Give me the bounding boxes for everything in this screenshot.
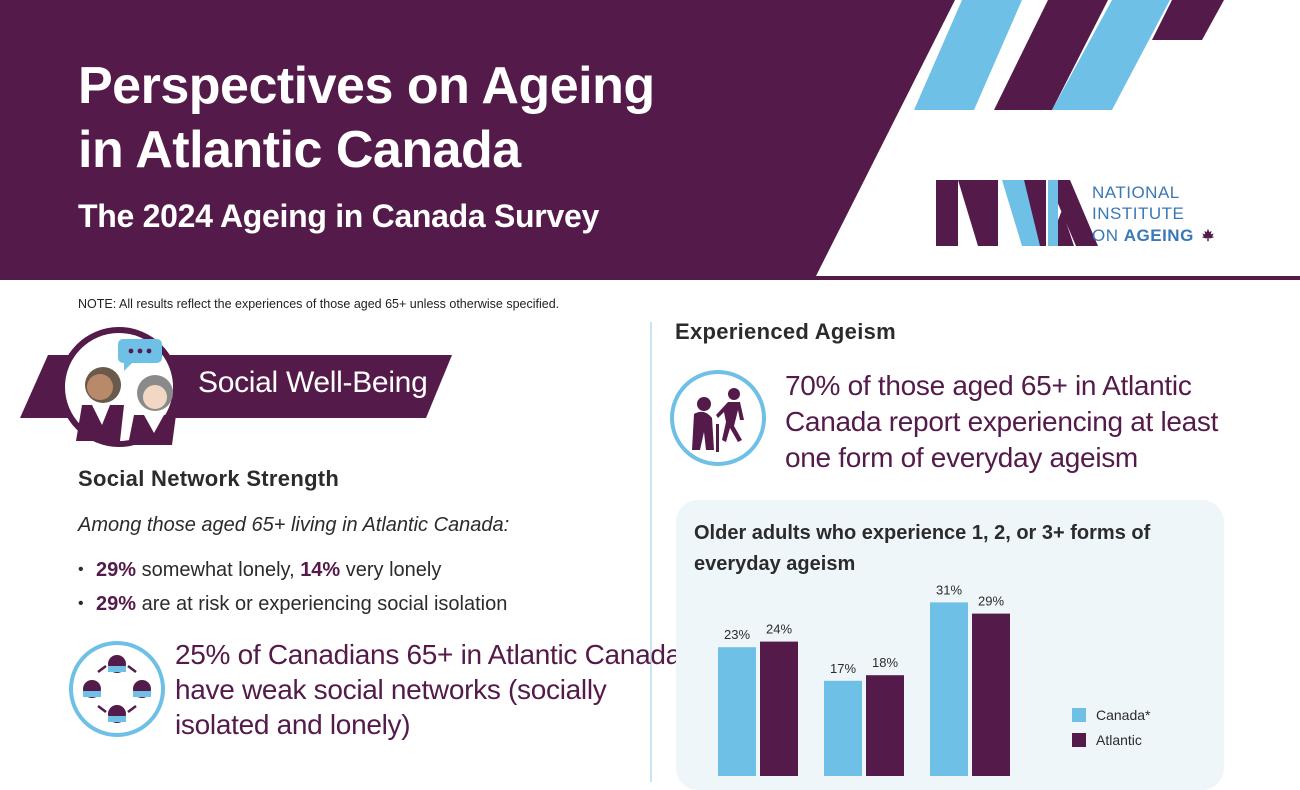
note-text: NOTE: All results reflect the experience… xyxy=(78,297,560,311)
bar-atlantic-3 xyxy=(972,613,1010,776)
column-divider xyxy=(650,322,652,782)
two-people-chat-icon xyxy=(59,327,179,447)
data-label: 31% xyxy=(936,582,962,597)
stats-list: 29% somewhat lonely, 14% very lonely 29%… xyxy=(78,556,507,624)
logo-on: ON xyxy=(1092,226,1124,245)
logo-text-line-2: INSTITUTE xyxy=(1092,204,1185,223)
logo-text-line-1: NATIONAL xyxy=(1092,183,1180,202)
data-label: 23% xyxy=(724,627,750,642)
bar-atlantic-1 xyxy=(760,641,798,776)
data-label: 24% xyxy=(766,622,792,637)
title-line-1: Perspectives on Ageing xyxy=(78,57,655,115)
ageism-bar-chart: 23% 17% 31% 24% 18% 29% Canada* Atlantic xyxy=(718,582,1151,776)
bar-atlantic-2 xyxy=(866,675,904,776)
elderly-person-cane-icon xyxy=(670,370,766,466)
legend-label: Atlantic xyxy=(1096,732,1142,748)
list-item: 29% somewhat lonely, 14% very lonely xyxy=(78,556,507,590)
maple-leaf-icon xyxy=(1201,228,1215,242)
legend-swatch xyxy=(1072,733,1086,747)
banner-label: Social Well-Being xyxy=(198,366,428,399)
list-item: 29% are at risk or experiencing social i… xyxy=(78,590,507,624)
bar-canada-3 xyxy=(930,602,968,776)
data-label: 29% xyxy=(978,594,1004,609)
left-callout: 25% of Canadians 65+ in Atlantic Canada … xyxy=(175,639,681,740)
logo-text-line-3: ON AGEING xyxy=(1092,225,1215,246)
bar-canada-2 xyxy=(824,680,862,776)
legend-label: Canada* xyxy=(1096,707,1151,723)
intro-text: Among those aged 65+ living in Atlantic … xyxy=(78,514,510,536)
title-line-2: in Atlantic Canada xyxy=(78,121,521,179)
right-callout: 70% of those aged 65+ in Atlantic Canada… xyxy=(785,370,1219,473)
page-title: Perspectives on Ageing in Atlantic Canad… xyxy=(78,54,698,182)
social-network-cycle-icon xyxy=(69,641,165,737)
data-label: 17% xyxy=(830,661,856,676)
social-network-heading: Social Network Strength xyxy=(78,466,340,491)
legend-swatch xyxy=(1072,708,1086,722)
chart-title: Older adults who experience 1, 2, or 3+ … xyxy=(694,522,1151,575)
page-subtitle: The 2024 Ageing in Canada Survey xyxy=(78,198,599,234)
social-well-being-banner xyxy=(20,327,452,447)
nia-logo-mark xyxy=(936,180,1098,246)
bar-canada-1 xyxy=(718,647,756,776)
logo-ageing: AGEING xyxy=(1123,226,1194,245)
header-banner xyxy=(0,0,1300,280)
data-label: 18% xyxy=(872,655,898,670)
experienced-ageism-heading: Experienced Ageism xyxy=(675,319,897,344)
